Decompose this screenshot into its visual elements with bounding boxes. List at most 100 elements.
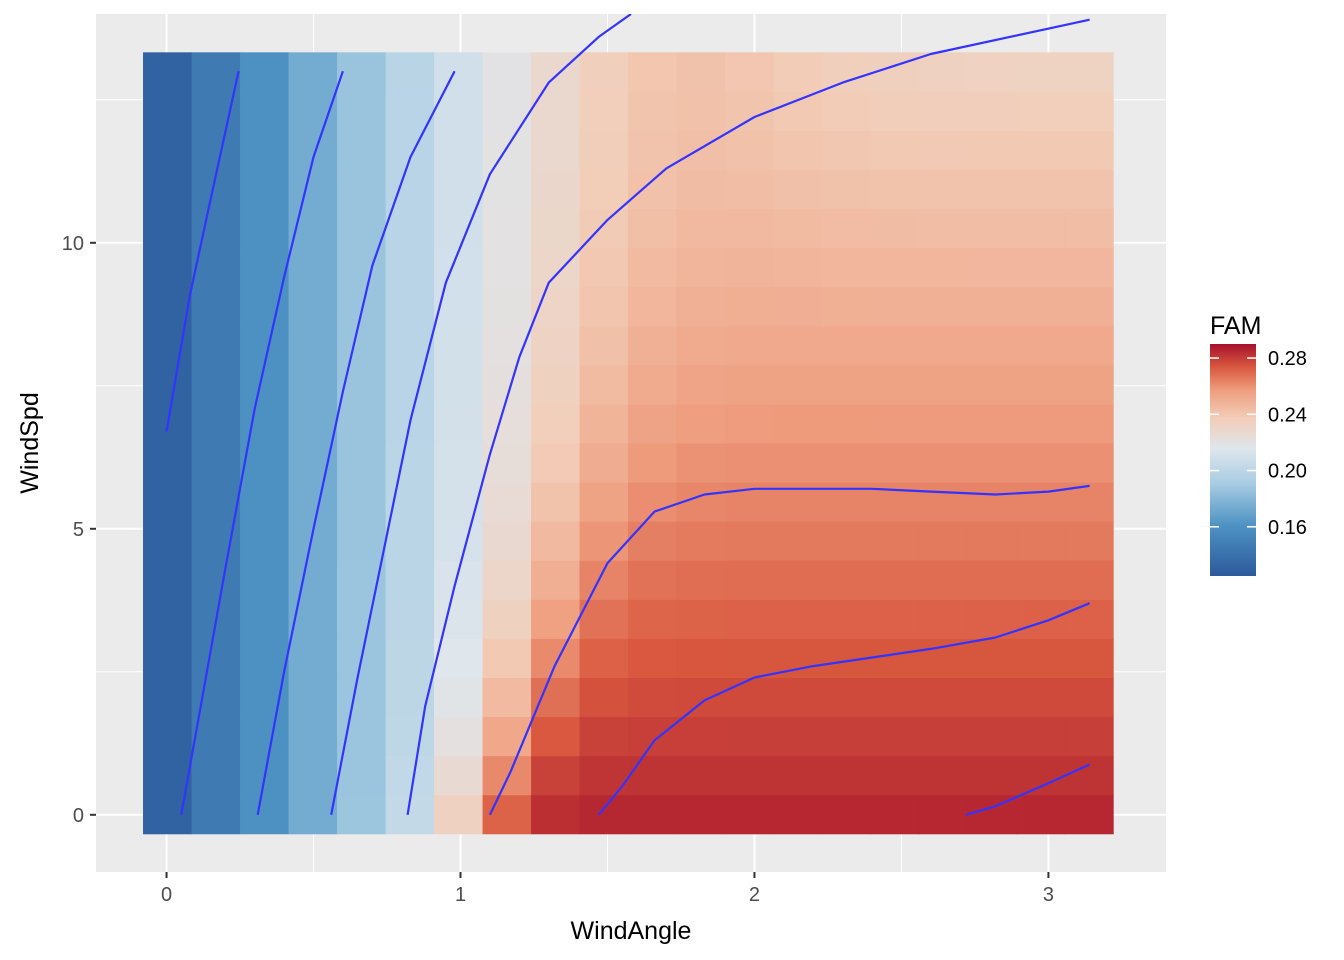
heatmap-tile <box>676 560 726 600</box>
heatmap-tile <box>240 286 290 327</box>
heatmap-tile <box>676 755 726 796</box>
heatmap-tile <box>725 325 775 366</box>
heatmap-tile <box>870 521 920 561</box>
heatmap-tile <box>579 169 629 210</box>
heatmap-tile <box>628 521 678 561</box>
heatmap-tile <box>967 364 1017 405</box>
heatmap-tile <box>337 325 387 366</box>
heatmap-tile <box>1064 560 1114 600</box>
heatmap-tile <box>870 91 920 132</box>
heatmap-tile <box>822 286 872 327</box>
heatmap-tile <box>628 130 678 171</box>
heatmap-tile <box>967 560 1017 600</box>
heatmap-tile <box>773 560 823 600</box>
heatmap-tile <box>676 169 726 210</box>
heatmap-tile <box>919 599 969 639</box>
heatmap-tile <box>822 91 872 132</box>
heatmap-tile <box>288 560 338 600</box>
heatmap-tile <box>191 325 241 366</box>
heatmap-tile <box>191 560 241 600</box>
heatmap-tile <box>676 443 726 483</box>
heatmap-tile <box>725 403 775 444</box>
heatmap-tile <box>531 521 581 561</box>
heatmap-tile <box>385 286 435 327</box>
heatmap-tile <box>725 286 775 327</box>
heatmap-tile <box>919 521 969 561</box>
heatmap-tile <box>482 677 532 718</box>
heatmap-tile <box>531 677 581 718</box>
heatmap-tile <box>1064 794 1114 835</box>
heatmap-tile <box>1064 169 1114 210</box>
heatmap-tile <box>288 364 338 405</box>
heatmap-tile <box>773 286 823 327</box>
heatmap-tile <box>434 91 484 132</box>
heatmap-tile <box>385 208 435 249</box>
heatmap-tile <box>628 677 678 718</box>
y-tick-label: 0 <box>73 805 84 827</box>
heatmap-tile <box>240 91 290 132</box>
heatmap-tile <box>1064 403 1114 444</box>
heatmap-tile <box>628 599 678 639</box>
heatmap-tile <box>773 521 823 561</box>
x-tick-label: 0 <box>161 884 172 906</box>
heatmap-tile <box>725 208 775 249</box>
heatmap-tile <box>579 755 629 796</box>
heatmap-tile <box>919 794 969 835</box>
heatmap-tile <box>337 521 387 561</box>
heatmap-tile <box>919 716 969 757</box>
heatmap-tile <box>628 443 678 483</box>
contour-line <box>180 70 344 815</box>
heatmap-tile <box>676 91 726 132</box>
heatmap-tile <box>1016 325 1066 366</box>
heatmap-tile <box>434 286 484 327</box>
heatmap-tile <box>1016 599 1066 639</box>
x-tick-label: 3 <box>1043 884 1054 906</box>
heatmap-tile <box>482 443 532 483</box>
heatmap-tile <box>288 325 338 366</box>
heatmap-tile <box>822 443 872 483</box>
heatmap-tile <box>870 169 920 210</box>
heatmap-tile <box>1016 716 1066 757</box>
heatmap-tile <box>579 91 629 132</box>
heatmap-tile <box>870 443 920 483</box>
heatmap-tile <box>725 794 775 835</box>
heatmap-tile <box>434 521 484 561</box>
heatmap-tile <box>191 716 241 757</box>
heatmap-tile <box>1016 755 1066 796</box>
heatmap-tile <box>919 91 969 132</box>
heatmap-tile <box>143 364 193 405</box>
heatmap-tile <box>579 482 629 522</box>
heatmap-tile <box>191 286 241 327</box>
heatmap-tile <box>434 247 484 288</box>
heatmap-tile <box>967 130 1017 171</box>
heatmap-tile <box>822 403 872 444</box>
heatmap-tile <box>288 794 338 835</box>
heatmap-tile <box>143 599 193 639</box>
heatmap-tile <box>579 130 629 171</box>
heatmap-tile <box>773 403 823 444</box>
heatmap-tile <box>822 716 872 757</box>
heatmap-tile <box>967 443 1017 483</box>
heatmap-tile <box>143 521 193 561</box>
heatmap-tile <box>676 638 726 679</box>
heatmap-tile <box>725 247 775 288</box>
heatmap-tile <box>1064 677 1114 718</box>
heatmap-tile <box>191 52 241 92</box>
heatmap-tile <box>337 91 387 132</box>
heatmap-tile <box>773 794 823 835</box>
heatmap-tile <box>676 403 726 444</box>
contour-line <box>488 484 1090 816</box>
heatmap-tile <box>434 443 484 483</box>
heatmap-tile <box>773 364 823 405</box>
heatmap-tile <box>919 677 969 718</box>
heatmap-tile <box>725 638 775 679</box>
heatmap-tile <box>482 247 532 288</box>
heatmap-tile <box>191 403 241 444</box>
heatmap-tile <box>337 286 387 327</box>
x-axis-ticks: 0 1 2 3 <box>161 872 1054 906</box>
y-tick-label: 10 <box>62 233 84 255</box>
heatmap-tile <box>288 677 338 718</box>
heatmap-tile <box>1016 286 1066 327</box>
heatmap-tile <box>240 52 290 92</box>
x-tick-label: 2 <box>749 884 760 906</box>
